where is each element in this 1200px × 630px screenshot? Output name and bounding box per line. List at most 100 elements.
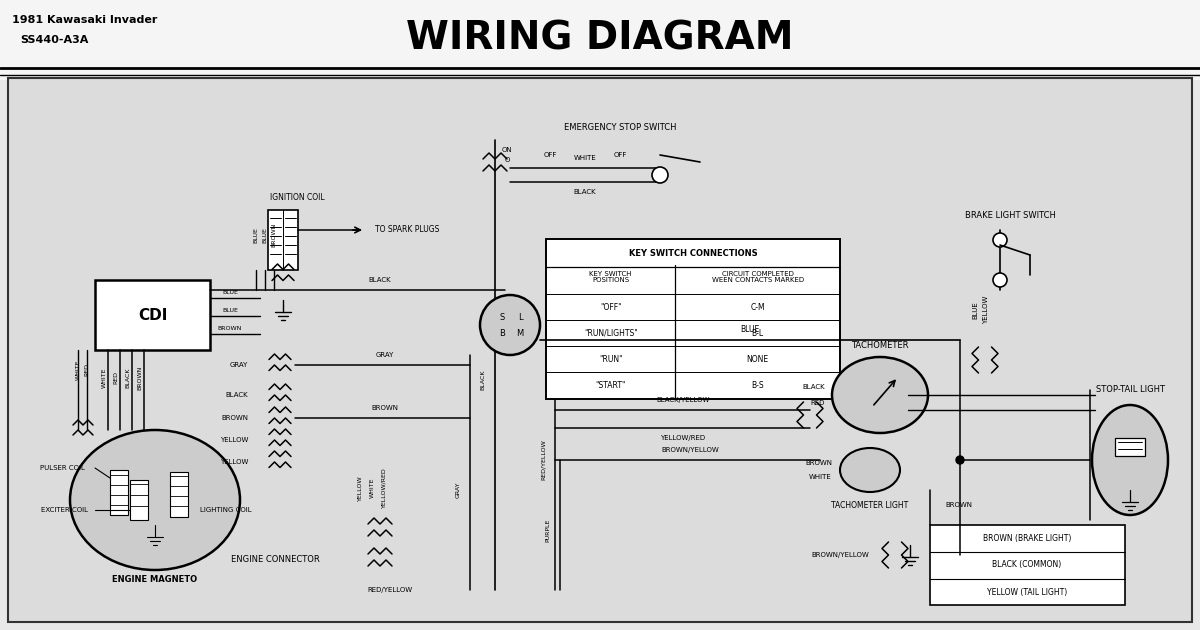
- Text: BLACK/YELLOW: BLACK/YELLOW: [656, 397, 709, 403]
- Text: BROWN: BROWN: [221, 415, 248, 421]
- Text: BROWN/YELLOW: BROWN/YELLOW: [811, 552, 869, 558]
- Bar: [546, 239, 840, 399]
- Bar: [170, 472, 188, 517]
- Text: PURPLE: PURPLE: [546, 518, 551, 542]
- Text: SS440-A3A: SS440-A3A: [20, 35, 89, 45]
- Text: GRAY: GRAY: [456, 482, 461, 498]
- Text: BROWN/YELLOW: BROWN/YELLOW: [661, 447, 719, 453]
- Circle shape: [994, 233, 1007, 247]
- Ellipse shape: [70, 430, 240, 570]
- Text: CIRCUIT COMPLETED
WEEN CONTACTS MARKED: CIRCUIT COMPLETED WEEN CONTACTS MARKED: [712, 270, 804, 284]
- Text: TACHOMETER LIGHT: TACHOMETER LIGHT: [832, 500, 908, 510]
- Text: PULSER COIL: PULSER COIL: [40, 465, 85, 471]
- Text: BLUE: BLUE: [222, 307, 238, 312]
- Text: BLUE: BLUE: [972, 301, 978, 319]
- Bar: [110, 470, 128, 515]
- Text: S: S: [499, 312, 505, 321]
- Text: BROWN: BROWN: [218, 326, 242, 331]
- Text: WHITE: WHITE: [809, 474, 832, 480]
- Text: YELLOW (TAIL LIGHT): YELLOW (TAIL LIGHT): [986, 588, 1067, 597]
- Text: BLACK: BLACK: [803, 384, 826, 390]
- Text: WHITE: WHITE: [102, 368, 107, 388]
- Text: WIRING DIAGRAM: WIRING DIAGRAM: [407, 19, 793, 57]
- Circle shape: [994, 273, 1007, 287]
- Circle shape: [652, 167, 668, 183]
- Text: CDI: CDI: [138, 307, 167, 323]
- Text: IGNITION COIL: IGNITION COIL: [270, 193, 325, 202]
- Ellipse shape: [1092, 405, 1168, 515]
- Text: TACHOMETER: TACHOMETER: [851, 340, 908, 350]
- Ellipse shape: [840, 448, 900, 492]
- Text: WHITE: WHITE: [574, 155, 596, 161]
- Text: RED: RED: [811, 400, 826, 406]
- Text: YELLOW: YELLOW: [983, 296, 989, 324]
- Text: "RUN/LIGHTS": "RUN/LIGHTS": [584, 328, 637, 338]
- Text: BLACK: BLACK: [226, 392, 248, 398]
- Text: "OFF": "OFF": [600, 302, 622, 311]
- Bar: [930, 525, 1126, 605]
- Text: YELLOW: YELLOW: [220, 459, 248, 465]
- Text: L: L: [517, 312, 522, 321]
- Text: RED/YELLOW: RED/YELLOW: [540, 440, 546, 480]
- Text: BLUE: BLUE: [263, 227, 268, 243]
- Text: BLACK: BLACK: [480, 370, 486, 390]
- Text: BLUE: BLUE: [253, 227, 258, 243]
- Text: B-L: B-L: [751, 328, 763, 338]
- Text: TO SPARK PLUGS: TO SPARK PLUGS: [374, 226, 439, 234]
- Text: EXCITER COIL: EXCITER COIL: [41, 507, 88, 513]
- Text: KEY SWITCH CONNECTIONS: KEY SWITCH CONNECTIONS: [629, 248, 757, 258]
- Text: RED: RED: [114, 372, 119, 384]
- Text: WHITE: WHITE: [370, 478, 374, 498]
- Text: KEY SWITCH
POSITIONS: KEY SWITCH POSITIONS: [589, 270, 632, 284]
- Text: OFF: OFF: [613, 152, 626, 158]
- Text: WHITE: WHITE: [76, 360, 80, 381]
- Text: BROWN: BROWN: [372, 405, 398, 411]
- Text: OFF: OFF: [544, 152, 557, 158]
- Text: BLUE: BLUE: [740, 326, 760, 335]
- Text: "START": "START": [595, 381, 626, 389]
- Text: ENGINE MAGNETO: ENGINE MAGNETO: [113, 575, 198, 585]
- Text: EMERGENCY STOP SWITCH: EMERGENCY STOP SWITCH: [564, 123, 677, 132]
- Text: BLACK (COMMON): BLACK (COMMON): [992, 561, 1062, 570]
- Text: YELLOW/RED: YELLOW/RED: [382, 467, 386, 508]
- Text: BLACK: BLACK: [126, 368, 131, 388]
- Text: BROWN (BRAKE LIGHT): BROWN (BRAKE LIGHT): [983, 534, 1072, 544]
- Bar: [95, 280, 210, 350]
- Text: LIGHTING COIL: LIGHTING COIL: [200, 507, 252, 513]
- Bar: [130, 480, 148, 520]
- Text: ENGINE CONNECTOR: ENGINE CONNECTOR: [230, 556, 319, 564]
- Text: GRAY: GRAY: [376, 352, 394, 358]
- Text: RED: RED: [84, 364, 90, 377]
- Text: O: O: [504, 157, 510, 163]
- Bar: [1115, 438, 1145, 456]
- Text: BROWN: BROWN: [946, 502, 972, 508]
- Text: NONE: NONE: [746, 355, 769, 364]
- Bar: [8, 78, 1192, 622]
- Text: "RUN": "RUN": [599, 355, 623, 364]
- Text: ON: ON: [502, 147, 512, 153]
- Text: GRAY: GRAY: [229, 362, 248, 368]
- Bar: [8, 78, 1192, 622]
- Text: B: B: [499, 328, 505, 338]
- Text: BROWN: BROWN: [271, 223, 276, 247]
- Circle shape: [956, 456, 964, 464]
- Text: BROWN: BROWN: [805, 460, 832, 466]
- Text: BLUE: BLUE: [222, 290, 238, 294]
- Text: BROWN: BROWN: [138, 366, 143, 390]
- Text: YELLOW/RED: YELLOW/RED: [660, 435, 706, 441]
- Text: YELLOW: YELLOW: [358, 475, 362, 501]
- Text: RED/YELLOW: RED/YELLOW: [367, 587, 413, 593]
- Text: BRAKE LIGHT SWITCH: BRAKE LIGHT SWITCH: [965, 210, 1056, 219]
- Text: M: M: [516, 328, 523, 338]
- Circle shape: [480, 295, 540, 355]
- Text: C-M: C-M: [750, 302, 764, 311]
- Bar: [268, 210, 298, 270]
- Text: STOP-TAIL LIGHT: STOP-TAIL LIGHT: [1096, 386, 1164, 394]
- Text: BLACK: BLACK: [368, 277, 391, 283]
- Text: B-S: B-S: [751, 381, 764, 389]
- Text: BLACK: BLACK: [574, 189, 596, 195]
- Ellipse shape: [832, 357, 928, 433]
- Bar: [0, 0, 1200, 80]
- Text: YELLOW: YELLOW: [220, 437, 248, 443]
- Text: 1981 Kawasaki Invader: 1981 Kawasaki Invader: [12, 15, 157, 25]
